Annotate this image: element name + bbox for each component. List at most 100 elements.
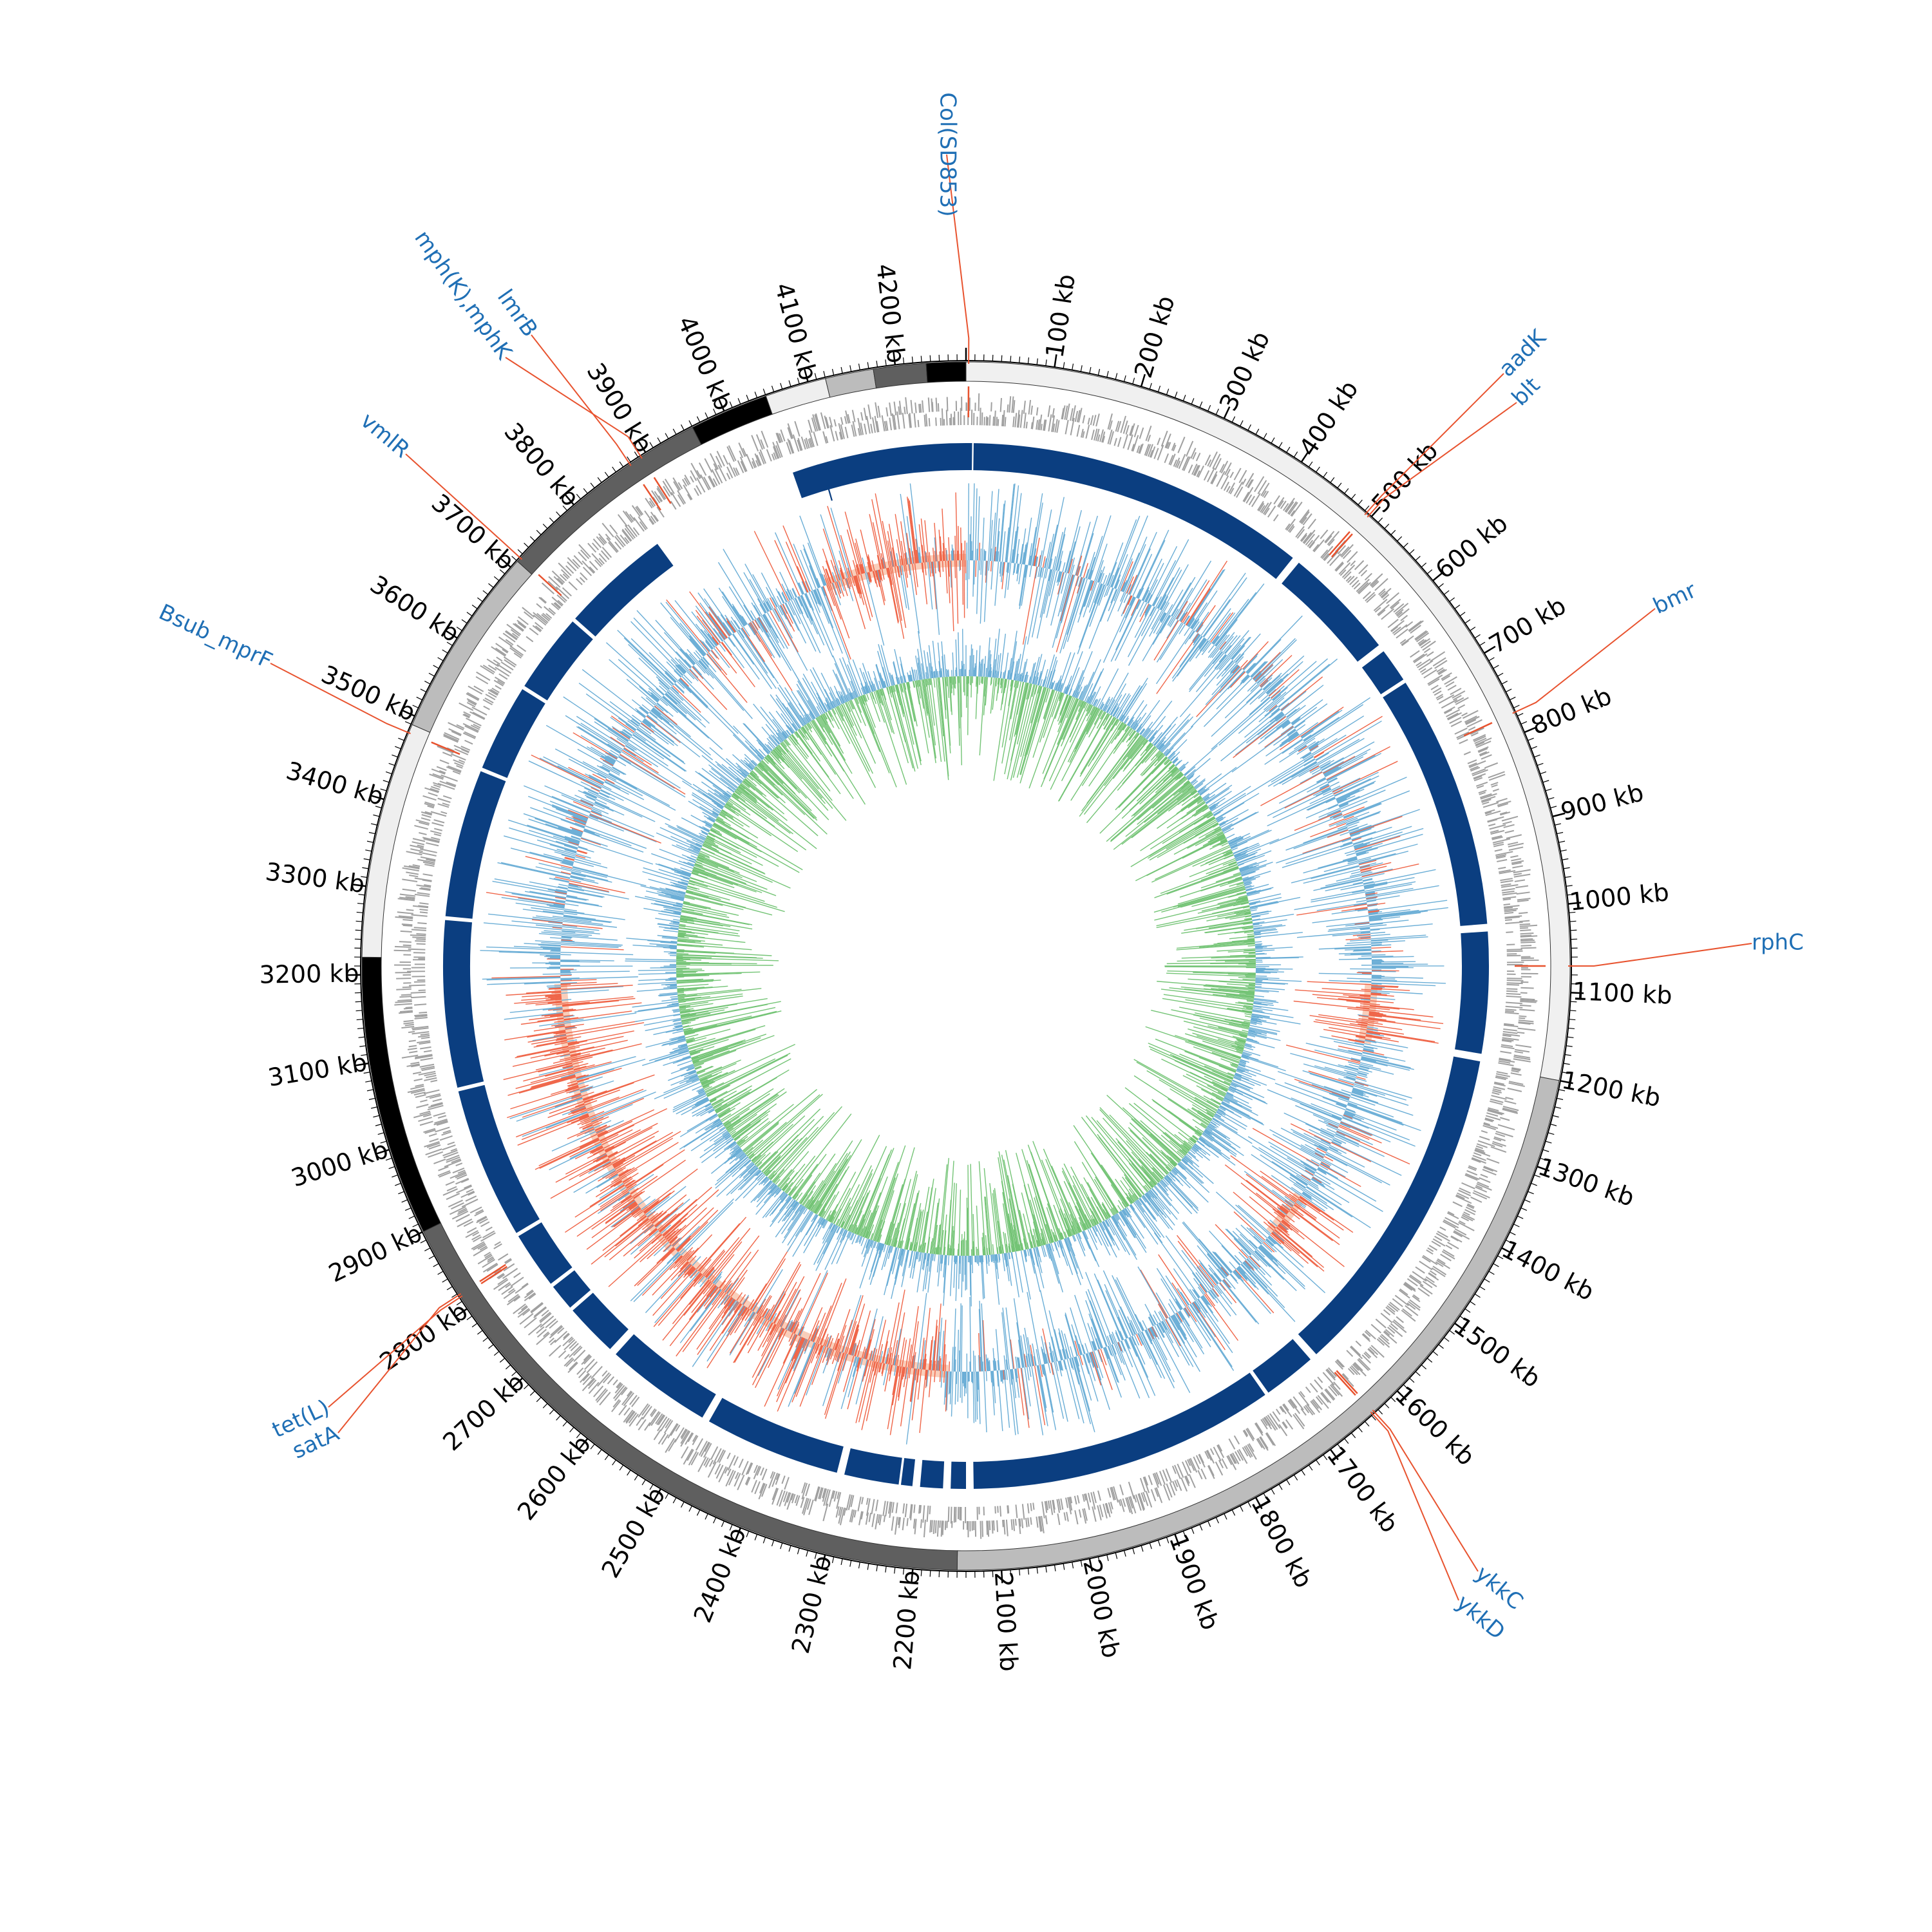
- feature-bar: [1286, 518, 1296, 531]
- feature-bar: [1470, 766, 1479, 771]
- feature-bar: [1172, 1481, 1178, 1492]
- feature-bar: [641, 1404, 650, 1416]
- feature-bar: [460, 745, 471, 751]
- minor-tick: [1239, 1505, 1244, 1512]
- gc-skew-bar: [1210, 612, 1234, 643]
- feature-bar: [620, 534, 629, 545]
- feature-bar: [1273, 514, 1279, 522]
- gc-skew-bar: [697, 1223, 741, 1271]
- gc-skew-bar: [1120, 561, 1133, 591]
- feature-bar: [1248, 1443, 1255, 1452]
- feature-bar: [724, 1467, 728, 1474]
- feature-bar: [493, 659, 501, 665]
- feature-bar: [809, 437, 813, 448]
- feature-bar: [1353, 1363, 1367, 1377]
- feature-bar: [1452, 690, 1466, 699]
- feature-bar: [994, 1506, 996, 1514]
- minor-tick: [1438, 583, 1444, 588]
- feature-bar: [402, 867, 419, 872]
- feature-bar: [978, 393, 980, 412]
- feature-bar: [564, 1339, 576, 1350]
- feature-bar: [1486, 1157, 1500, 1164]
- feature-bar: [463, 1220, 474, 1227]
- feature-bar: [505, 1283, 511, 1289]
- feature-bar: [1492, 1088, 1502, 1092]
- gc-skew-bar: [1255, 1250, 1297, 1291]
- feature-bar: [804, 439, 808, 450]
- feature-bar: [412, 936, 426, 939]
- cds-block-23: [575, 544, 674, 637]
- feature-bar: [1446, 709, 1461, 717]
- minor-tick: [1513, 1224, 1520, 1227]
- minor-tick: [831, 368, 835, 375]
- feature-bar: [1500, 811, 1511, 816]
- feature-bar: [1436, 1260, 1450, 1269]
- minor-tick: [1545, 1141, 1552, 1144]
- feature-bar: [425, 1093, 441, 1099]
- feature-bar: [412, 1027, 429, 1031]
- feature-bar: [466, 1188, 474, 1193]
- feature-bar: [530, 1302, 543, 1312]
- feature-bar: [442, 1188, 458, 1196]
- feature-bar: [1468, 762, 1477, 767]
- feature-bar: [1014, 413, 1018, 428]
- minor-tick: [1337, 1443, 1342, 1450]
- feature-bar: [425, 1148, 442, 1156]
- feature-bar: [498, 1253, 509, 1261]
- feature-bar: [1506, 943, 1515, 945]
- feature-bar: [1023, 412, 1027, 428]
- feature-bar: [1012, 1519, 1016, 1531]
- feature-bar: [412, 1071, 422, 1075]
- feature-bar: [496, 656, 503, 662]
- gc-skew-bar: [1088, 582, 1101, 613]
- feature-bar: [1502, 898, 1511, 901]
- feature-bar: [428, 792, 438, 797]
- major-tick: [1560, 1080, 1573, 1084]
- feature-bar: [599, 1392, 611, 1406]
- gc-skew-bar: [1090, 1352, 1110, 1410]
- gc-skew-bar: [1182, 1221, 1229, 1276]
- gc-skew-bar: [1031, 1366, 1044, 1435]
- feature-bar: [1180, 1477, 1188, 1492]
- feature-bar: [645, 498, 653, 509]
- feature-bar: [399, 1010, 413, 1013]
- minor-tick: [840, 366, 843, 374]
- major-tick: [455, 1308, 468, 1317]
- feature-bar: [836, 1492, 842, 1509]
- minor-tick: [849, 365, 852, 372]
- feature-bar: [649, 1408, 656, 1416]
- minor-tick: [1115, 1552, 1118, 1559]
- feature-bar: [845, 410, 849, 424]
- gc-skew-bar: [1023, 542, 1028, 565]
- feature-bar: [904, 1503, 908, 1517]
- feature-bar: [1473, 777, 1483, 782]
- feature-bar: [1481, 1130, 1488, 1133]
- feature-bar: [498, 1274, 505, 1280]
- feature-bar: [1242, 478, 1247, 486]
- gc-skew-bar: [1233, 1271, 1271, 1314]
- gc-skew-bar: [1209, 612, 1231, 642]
- feature-bar: [1352, 1363, 1359, 1371]
- feature-bar: [1334, 1361, 1343, 1370]
- feature-bar: [578, 1370, 587, 1379]
- minor-tick: [1010, 1569, 1012, 1577]
- feature-bar: [426, 842, 439, 847]
- feature-bar: [772, 1472, 779, 1488]
- feature-bar: [1408, 620, 1422, 632]
- feature-bar: [1381, 592, 1388, 599]
- gc-skew-bar: [1079, 580, 1092, 615]
- feature-bar: [1138, 1493, 1146, 1510]
- feature-bar: [644, 1422, 651, 1431]
- feature-bar: [413, 981, 426, 983]
- feature-bar: [408, 948, 426, 951]
- feature-bar: [1005, 1519, 1009, 1537]
- minor-tick: [1308, 1464, 1313, 1471]
- gc-skew-bar: [1108, 574, 1114, 587]
- feature-bar: [1472, 1192, 1488, 1200]
- feature-bar: [1052, 1500, 1056, 1513]
- feature-bar: [1210, 471, 1218, 484]
- feature-bar: [423, 1128, 436, 1133]
- feature-bar: [614, 1383, 623, 1394]
- minor-tick: [1517, 713, 1524, 717]
- feature-bar: [1012, 416, 1015, 428]
